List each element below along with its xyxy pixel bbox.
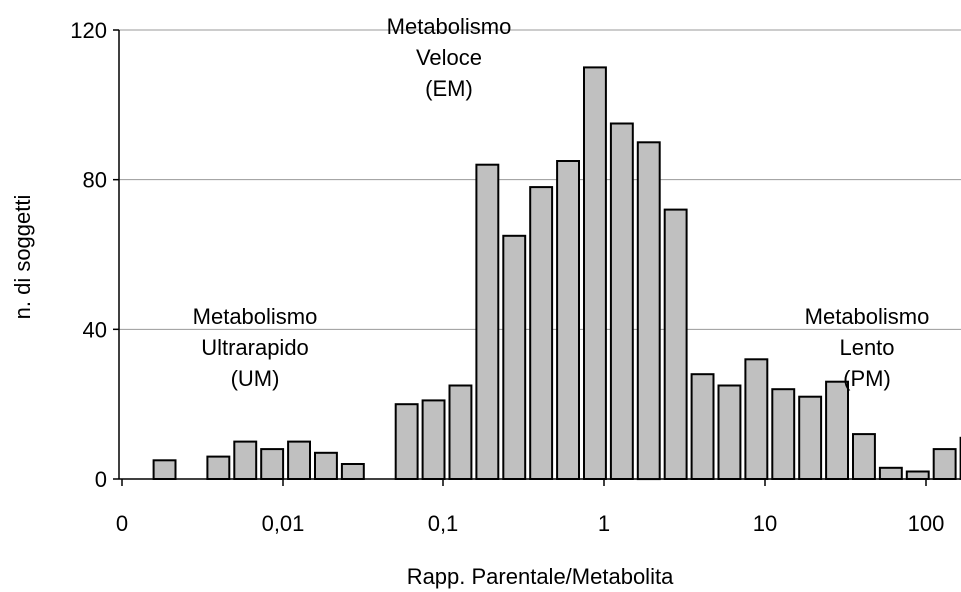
annotation-2-line-0: Metabolismo: [805, 304, 930, 329]
bar-9: [448, 384, 473, 480]
bar-1: [206, 455, 231, 481]
y-axis-title: n. di soggetti: [10, 195, 35, 320]
annotation-0-line-0: Metabolismo: [193, 304, 318, 329]
annotation-1-line-1: Veloce: [416, 45, 482, 70]
bar-2: [233, 440, 258, 481]
bar-13: [556, 160, 580, 480]
bar-10: [475, 163, 500, 480]
bars-layer: [152, 66, 961, 481]
x-axis-title: Rapp. Parentale/Metabolita: [407, 564, 674, 589]
bar-7: [394, 403, 419, 481]
bar-20: [744, 358, 769, 480]
x-tick-label: 100: [908, 511, 945, 536]
bar-26: [905, 470, 930, 480]
bar-12: [529, 186, 554, 480]
axes-layer: 0 40 80 120 0 0,01 0,1 1 10 100: [70, 18, 961, 536]
bar-27: [932, 448, 957, 481]
bar-14: [583, 66, 607, 481]
bar-5: [314, 451, 338, 480]
annotation-0-line-2: (UM): [231, 366, 280, 391]
y-tick-label: 120: [70, 18, 107, 43]
bar-4: [287, 440, 312, 481]
x-tick-label: 0,1: [428, 511, 459, 536]
annotation-1-line-0: Metabolismo: [387, 14, 512, 39]
annotation-2-line-1: Lento: [839, 335, 894, 360]
bar-16: [636, 141, 661, 481]
y-tick-label: 40: [83, 317, 107, 342]
annotation-layer: Metabolismo Ultrarapido (UM) Metabolismo Vel…: [193, 14, 930, 391]
bar-23: [825, 380, 849, 481]
bar-21: [771, 388, 796, 481]
x-tick-label: 10: [753, 511, 777, 536]
x-tick-label: 1: [598, 511, 610, 536]
bar-6: [340, 463, 365, 480]
bar-24: [852, 433, 876, 481]
bar-8: [421, 399, 446, 480]
y-tick-label: 80: [83, 168, 107, 193]
bar-22: [798, 395, 823, 481]
x-tick-label: 0,01: [262, 511, 305, 536]
bar-18: [690, 373, 715, 481]
x-tick-label: 0: [116, 511, 128, 536]
y-tick-label: 0: [95, 467, 107, 492]
bar-25: [878, 466, 903, 480]
bar-17: [663, 208, 688, 480]
bar-0: [152, 459, 177, 480]
bar-3: [260, 448, 285, 481]
annotation-0-line-1: Ultrarapido: [201, 335, 309, 360]
bar-15: [609, 122, 634, 480]
annotation-2-line-2: (PM): [843, 366, 891, 391]
annotation-1-line-2: (EM): [425, 76, 473, 101]
bar-11: [502, 234, 527, 480]
bar-19: [717, 384, 742, 480]
